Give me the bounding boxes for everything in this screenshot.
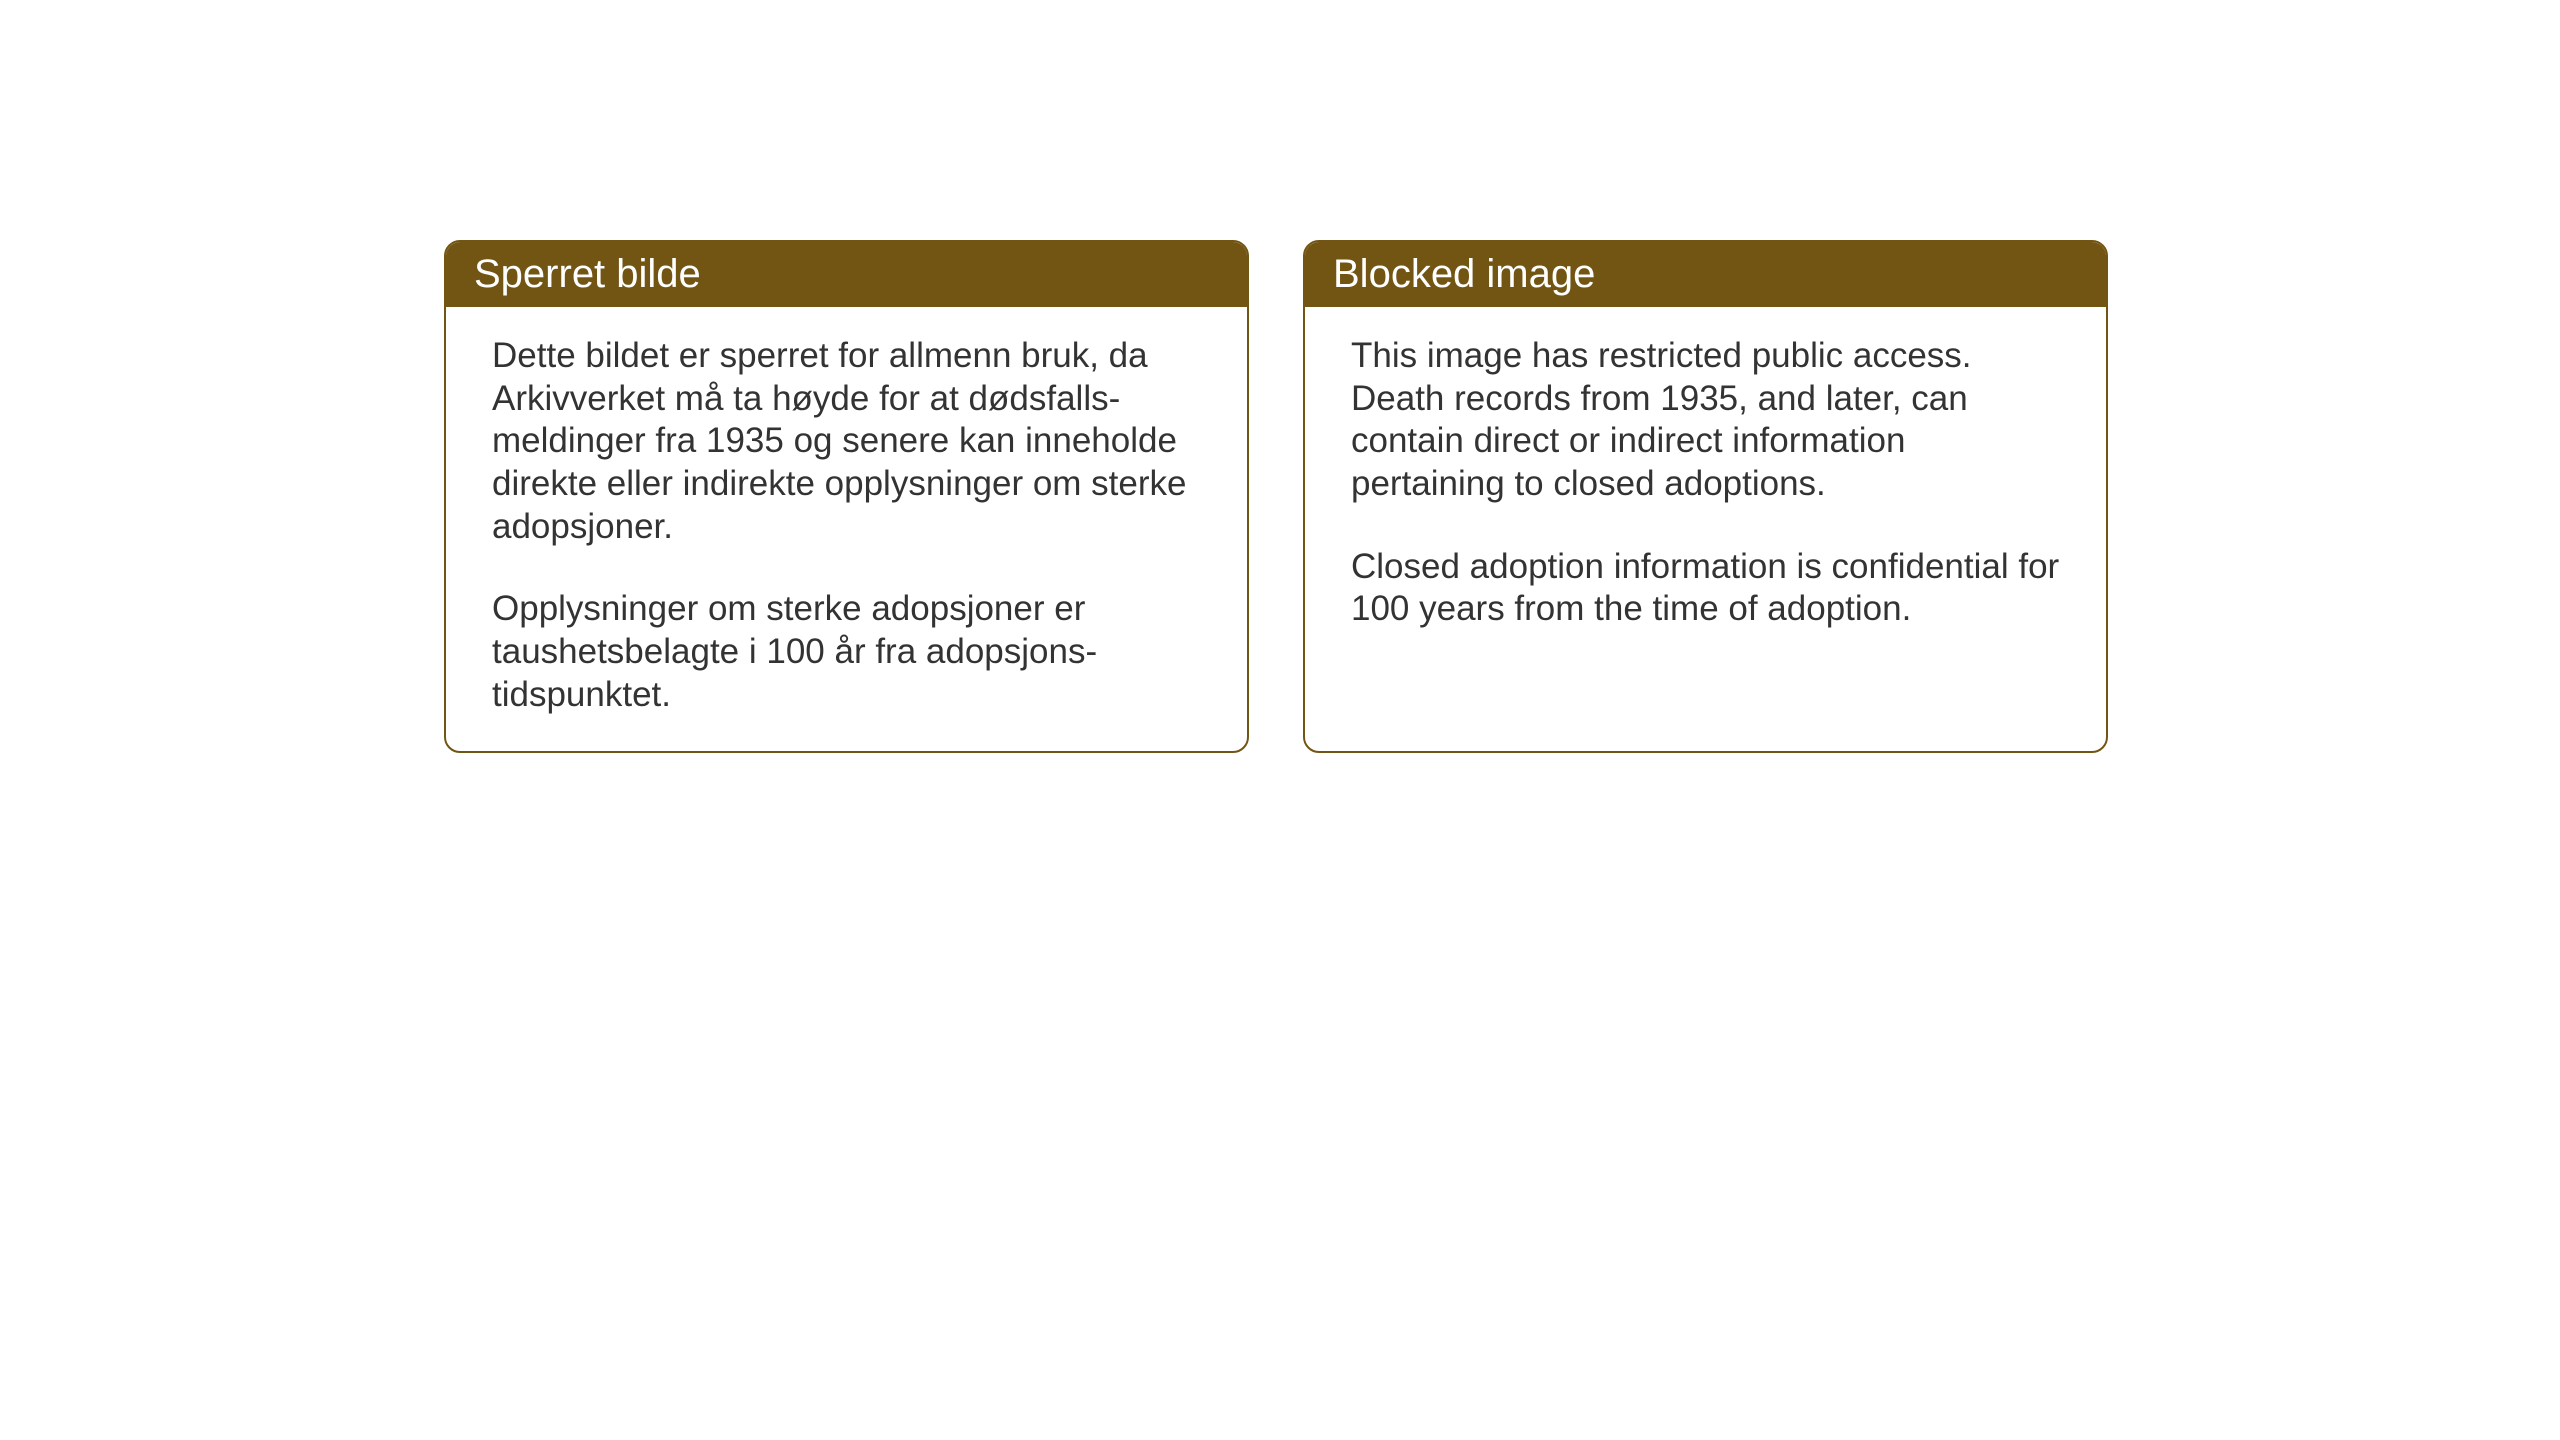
english-paragraph-1: This image has restricted public access.… bbox=[1351, 335, 2066, 506]
english-card-title: Blocked image bbox=[1305, 242, 2106, 307]
norwegian-card-title: Sperret bilde bbox=[446, 242, 1247, 307]
norwegian-paragraph-2: Opplysninger om sterke adopsjoner er tau… bbox=[492, 588, 1207, 716]
cards-container: Sperret bilde Dette bildet er sperret fo… bbox=[444, 240, 2108, 753]
norwegian-card-body: Dette bildet er sperret for allmenn bruk… bbox=[446, 307, 1247, 751]
norwegian-paragraph-1: Dette bildet er sperret for allmenn bruk… bbox=[492, 335, 1207, 548]
english-paragraph-2: Closed adoption information is confident… bbox=[1351, 546, 2066, 631]
norwegian-card: Sperret bilde Dette bildet er sperret fo… bbox=[444, 240, 1249, 753]
english-card: Blocked image This image has restricted … bbox=[1303, 240, 2108, 753]
english-card-body: This image has restricted public access.… bbox=[1305, 307, 2106, 665]
